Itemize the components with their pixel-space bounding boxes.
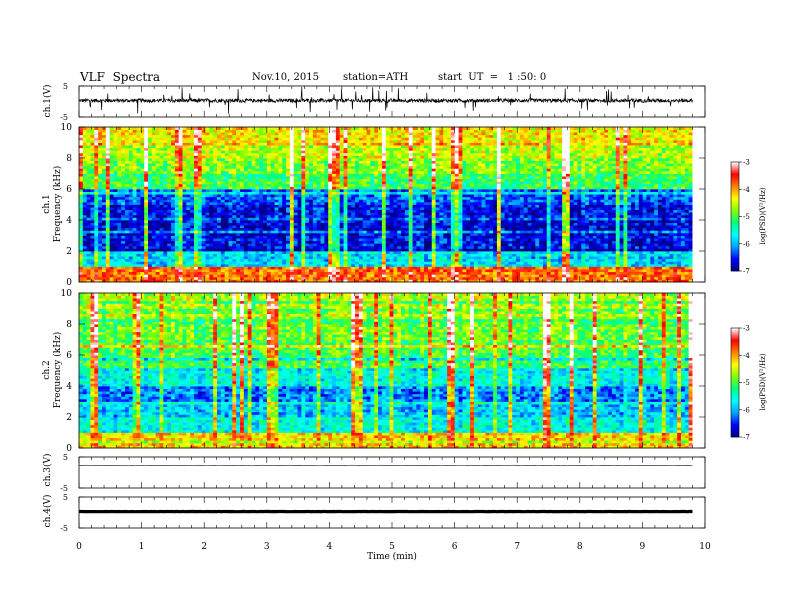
ch2-spectrogram-ytick-3: 6 [66,351,72,361]
station-label: station=ATH [343,72,409,83]
ch2-spectrogram-colorbar-tick-1: -4 [743,352,750,360]
ch2-spectrogram-ytick-2: 4 [66,382,72,392]
ch2-spectrogram-colorbar [730,327,740,438]
x-tick-label-6: 6 [452,542,458,552]
ch3-waveform-ytick-1: -5 [60,484,68,493]
ch1-waveform-ytick-0: 5 [63,82,68,91]
ch2-spectrogram-ytick-0: 0 [66,444,72,454]
ch2-spectrogram-ytick-5: 10 [61,289,73,299]
ch1-spectrogram-ytick-2: 4 [66,216,72,226]
chart-title: VLF Spectra [80,70,161,84]
x-tick-label-8: 8 [577,542,583,552]
x-tick-label-2: 2 [201,542,207,552]
ch3-waveform-ytick-0: 5 [63,453,68,462]
ch1-spectrogram-ytick-4: 8 [66,154,72,164]
ch1-spectrogram-ytick-3: 6 [66,185,72,195]
ch2-spectrogram-colorbar-tick-2: -5 [743,379,750,387]
ch2-spectrogram-colorbar-tick-3: -6 [743,406,750,414]
ch1-spectrogram-ytick-1: 2 [66,247,72,257]
ch1-spectrogram-colorbar-tick-3: -6 [743,240,750,248]
x-tick-label-3: 3 [264,542,270,552]
ch2-spectrogram-ytick-1: 2 [66,413,72,423]
ch2-spectrogram-colorbar-tick-0: -3 [743,325,750,333]
ch1-spectrogram-colorbar-tick-0: -3 [743,159,750,167]
ch1-spectrogram-cells [79,127,693,283]
ch1-spectrogram-ytick-5: 10 [61,123,73,133]
ch4-waveform-ytick-1: -5 [60,524,68,533]
x-tick-label-4: 4 [327,542,333,552]
ch1-spectrogram-colorbar-tick-1: -4 [743,186,750,194]
ch1-waveform-series-line [78,86,693,114]
x-axis-title: Time (min) [367,551,417,562]
ch2-spectrogram-ytick-4: 8 [66,320,72,330]
x-tick-label-10: 10 [699,542,711,552]
x-tick-label-5: 5 [389,542,395,552]
x-tick-label-7: 7 [514,542,520,552]
x-tick-label-1: 1 [139,542,145,552]
ch2-spectrogram-cells [79,293,693,449]
ch2-spectrogram-colorbar-tick-4: -7 [743,434,750,442]
ch1-spectrogram-colorbar-tick-2: -5 [743,213,750,221]
ch1-spectrogram-ytick-0: 0 [66,278,72,288]
ch1-spectrogram-colorbar [730,161,740,272]
start-time-label: start UT = 1 :50: 0 [438,72,547,83]
ch1-waveform-ytick-1: -5 [60,113,68,122]
x-tick-label-0: 0 [76,542,82,552]
ch1-spectrogram-colorbar-tick-4: -7 [743,268,750,276]
ch4-waveform-ytick-0: 5 [63,493,68,502]
x-tick-label-9: 9 [640,542,646,552]
date-label: Nov.10, 2015 [252,72,319,83]
